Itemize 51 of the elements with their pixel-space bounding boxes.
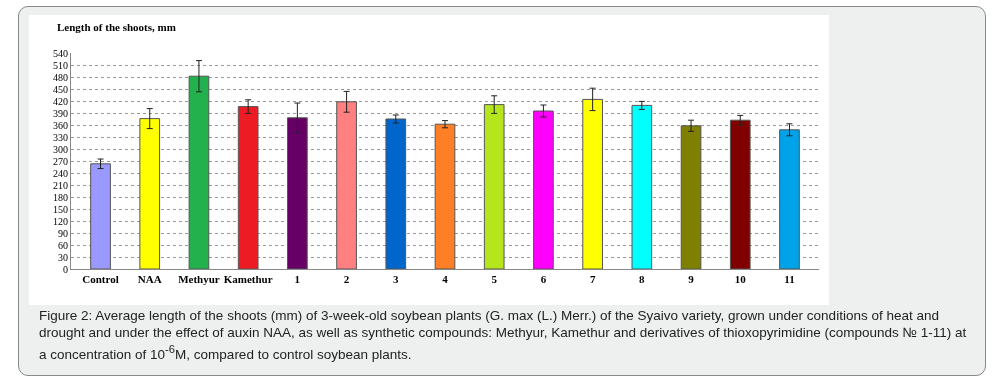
y-tick-label: 150 <box>53 203 68 215</box>
bar <box>237 106 259 269</box>
bar <box>483 104 505 269</box>
y-tick-label: 540 <box>53 47 68 59</box>
bar <box>729 119 751 269</box>
bar <box>287 117 308 269</box>
y-tick-label: 270 <box>53 155 68 167</box>
caption: Figure 2: Average length of the shoots (mm) of 3-week-old soybean plants (G. max (L.) Merr.) of the Syaivo variety, grown under conditions of heat and drought and under the effect of auxin NAA, as well as synthetic compounds: Methyur, Kamethur and derivatives of thioxopyrimidine (compounds № 1-11) at a concentration of 10$^{-6}$M, compared to control soybean plants. <box>39 307 968 363</box>
bar <box>188 75 210 269</box>
y-tick-label: 390 <box>53 107 68 119</box>
y-tick-label: 0 <box>63 263 68 275</box>
x-tick-label: NAA <box>137 273 162 286</box>
bar <box>336 101 357 269</box>
y-tick-label: 30 <box>58 251 68 263</box>
y-tick-label: 120 <box>53 215 68 227</box>
x-tick-label: 8 <box>639 273 646 286</box>
x-tick-label: Methyur <box>178 273 220 286</box>
y-tick-label: 210 <box>53 179 68 191</box>
bar <box>434 123 456 269</box>
y-tick-label: 420 <box>53 95 68 107</box>
x-tick-label: 7 <box>589 273 596 286</box>
y-tick-label: 90 <box>58 227 68 239</box>
bar <box>582 98 603 269</box>
bar <box>385 118 407 269</box>
y-tick-label: 450 <box>53 83 68 95</box>
x-tick-label: 2 <box>343 273 350 286</box>
y-tick-label: 240 <box>53 167 68 179</box>
x-tick-label: 4 <box>442 273 449 286</box>
x-tick-label: Kamethur <box>223 273 273 286</box>
x-tick-label: 1 <box>294 273 301 286</box>
y-tick-label: 180 <box>53 191 68 203</box>
bar <box>680 125 702 269</box>
x-tick-label: Control <box>82 273 119 286</box>
y-tick-label: 60 <box>58 239 68 251</box>
bar <box>631 104 653 269</box>
bar <box>533 110 554 269</box>
x-tick-label: 5 <box>491 273 498 286</box>
x-tick-label: 3 <box>393 273 400 286</box>
bar <box>779 129 800 269</box>
x-tick-label: 10 <box>734 273 747 286</box>
y-tick-label: 330 <box>53 131 68 143</box>
x-tick-label: 9 <box>688 273 695 286</box>
y-tick-label: 300 <box>53 143 68 155</box>
bar <box>90 163 111 269</box>
chart-title: Length of the shoots, mm <box>57 21 176 34</box>
bar <box>139 118 161 269</box>
y-tick-label: 360 <box>53 119 68 131</box>
y-tick-label: 510 <box>53 59 68 71</box>
y-tick-label: 480 <box>53 71 68 83</box>
x-tick-label: 11 <box>784 273 795 286</box>
x-tick-label: 6 <box>540 273 547 286</box>
